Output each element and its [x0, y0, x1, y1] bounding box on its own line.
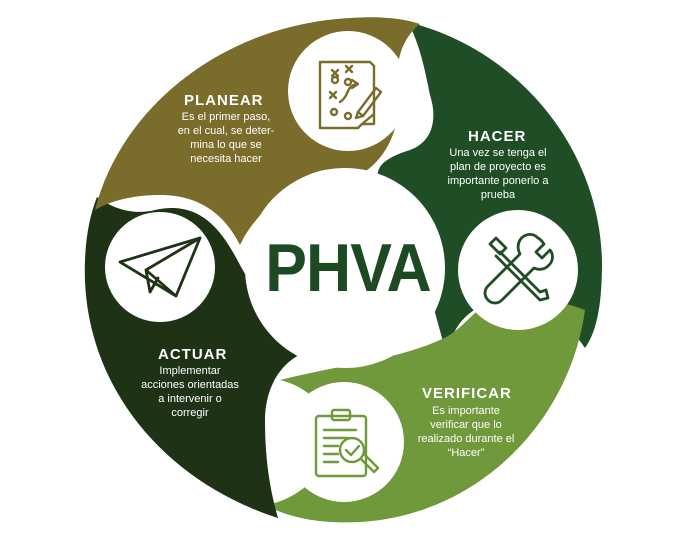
actuar-line: acciones orientadas: [141, 379, 239, 391]
planear-line: Es el primer paso,: [181, 111, 271, 123]
planear-title: PLANEAR: [184, 92, 264, 109]
hacer-line: Una vez se tenga el: [449, 147, 547, 159]
verificar-title: VERIFICAR: [422, 385, 512, 402]
actuar-title: ACTUAR: [158, 346, 228, 363]
verificar-line: Es importante: [432, 405, 500, 417]
verificar-line: verificar que lo: [430, 419, 502, 431]
actuar-description: Implementar acciones orientadas a interv…: [132, 364, 248, 420]
hacer-description: Una vez se tenga el plan de proyecto es …: [438, 146, 558, 202]
actuar-line: Implementar: [159, 365, 221, 377]
hacer-line: plan de proyecto es: [449, 161, 546, 173]
strategy-board-icon: [318, 60, 383, 130]
planear-line: mina lo que se: [190, 139, 262, 151]
verificar-line: realizado durante el: [417, 433, 515, 445]
actuar-line: corregir: [171, 407, 209, 419]
hacer-title: HACER: [468, 128, 527, 145]
clipboard-check-icon: [314, 408, 380, 478]
verificar-line: “Hacer”: [447, 447, 485, 459]
center-label: PHVA: [265, 230, 431, 306]
planear-line: en el cual, se deter-: [177, 125, 275, 137]
planear-line: necesita hacer: [190, 153, 262, 165]
center-circle: [245, 168, 445, 368]
verificar-description: Es importante verificar que lo realizado…: [410, 404, 522, 460]
planear-description: Es el primer paso, en el cual, se deter-…: [166, 110, 286, 166]
tools-icon: [483, 233, 554, 305]
hacer-line: prueba: [480, 189, 516, 201]
hacer-line: importante ponerlo a: [447, 175, 549, 187]
actuar-line: a intervenir o: [158, 393, 222, 405]
paper-plane-icon: [118, 236, 202, 298]
actuar-icon-circle: [105, 212, 215, 322]
